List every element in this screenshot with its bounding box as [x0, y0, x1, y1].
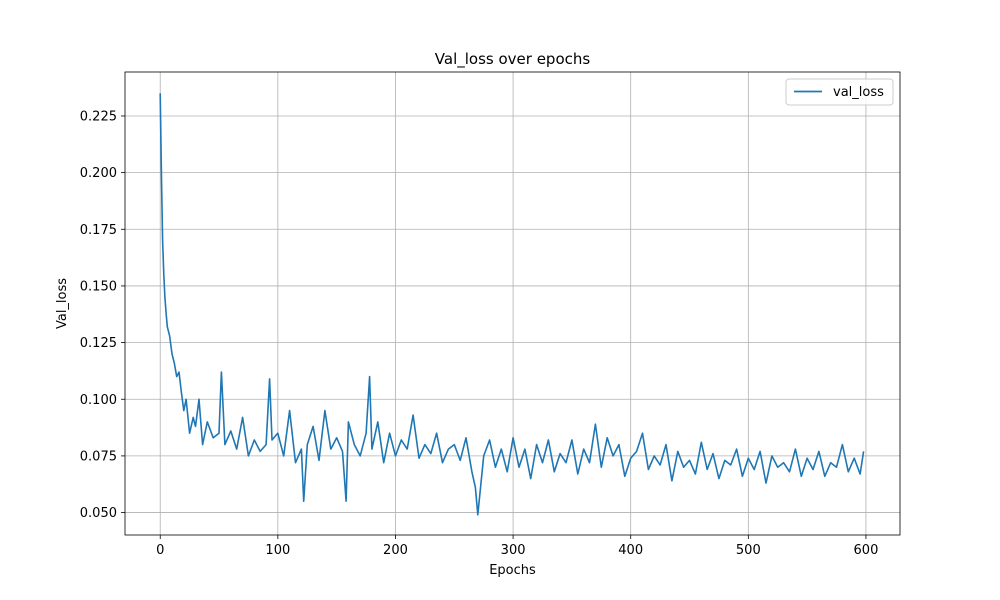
- series-line-val-loss: [159, 93, 865, 516]
- y-tick-label: 0.175: [80, 223, 117, 238]
- x-tick-label: 300: [501, 543, 526, 558]
- x-tick-label: 0: [156, 543, 164, 558]
- y-tick-label: 0.200: [80, 166, 117, 181]
- grid: [125, 72, 900, 535]
- y-tick-label: 0.225: [80, 109, 117, 124]
- x-tick-label: 100: [265, 543, 290, 558]
- legend: val_loss: [785, 78, 894, 106]
- y-axis: 0.050 0.075 0.100 0.125 0.150 0.175 0.200 0.225: [80, 109, 125, 521]
- x-tick-label: 400: [618, 543, 643, 558]
- y-tick-label: 0.100: [80, 393, 117, 408]
- x-axis-label: Epochs: [489, 563, 536, 578]
- x-tick-label: 500: [736, 543, 761, 558]
- legend-box: [785, 78, 894, 106]
- x-tick-label: 200: [383, 543, 408, 558]
- y-tick-label: 0.075: [80, 449, 117, 464]
- x-axis: 0 100 200 300 400 500 600: [156, 535, 878, 558]
- legend-label-val-loss: val_loss: [833, 85, 884, 100]
- y-tick-label: 0.125: [80, 336, 117, 351]
- y-tick-label: 0.050: [80, 506, 117, 521]
- y-axis-label: Val_loss: [55, 278, 70, 329]
- x-tick-label: 600: [854, 543, 879, 558]
- axes-frame: [124, 71, 901, 536]
- series-layer: [159, 93, 865, 516]
- chart-title: Val_loss over epochs: [435, 50, 591, 69]
- y-tick-label: 0.150: [80, 279, 117, 294]
